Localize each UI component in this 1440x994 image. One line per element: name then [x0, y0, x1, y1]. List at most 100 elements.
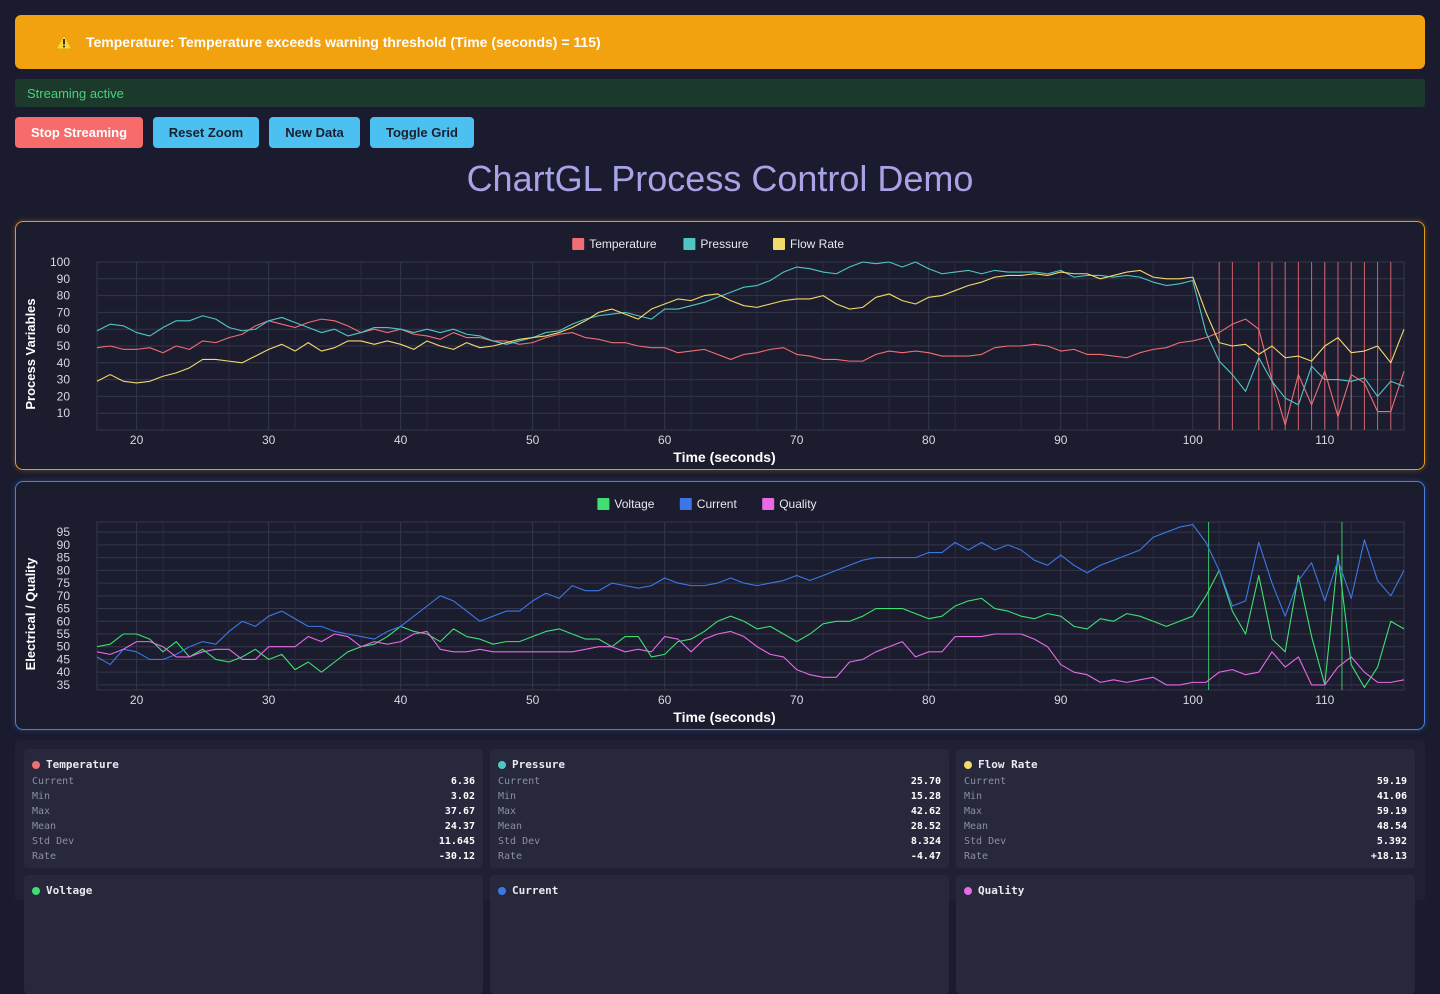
- stat-card-title: Quality: [964, 884, 1024, 897]
- stat-key: Current: [964, 776, 1007, 787]
- stat-key: Rate: [964, 851, 989, 862]
- process-variables-chart-panel[interactable]: 20 30 40 50 60 70 80 90 100 110 10 20 30 40 50 60 70 80 90…: [15, 221, 1425, 470]
- legend-swatch-quality: [762, 498, 775, 510]
- stat-value: 11.645: [438, 836, 475, 847]
- x-tick-label: 110: [1315, 433, 1334, 447]
- electrical-quality-chart-panel[interactable]: 20 30 40 50 60 70 80 90 100 110 35 40 45 50 55 60 65 70 75…: [15, 481, 1425, 730]
- stat-row: Max 37.67: [32, 806, 475, 821]
- y-tick-label: 85: [57, 551, 71, 565]
- x-tick-label: 50: [526, 433, 540, 447]
- streaming-status: Streaming active: [15, 79, 1425, 107]
- stat-value: 41.06: [1376, 791, 1407, 802]
- page-title: ChartGL Process Control Demo: [466, 158, 974, 199]
- x-tick-label: 40: [394, 693, 408, 707]
- legend-label-pressure: Pressure: [700, 237, 748, 251]
- y-tick-label: 35: [57, 678, 71, 692]
- x-tick-label: 100: [1183, 693, 1203, 707]
- x-tick-label: 80: [922, 693, 936, 707]
- statistics-panel: Temperature Current 6.36 Min 3.02 Max 37.67 Mea…: [15, 740, 1425, 994]
- stat-card-name: Temperature: [46, 758, 119, 771]
- y-tick-label: 100: [50, 255, 70, 269]
- stat-row: Current 59.19: [964, 776, 1407, 791]
- series-color-dot: [964, 760, 972, 769]
- y-axis-label: Process Variables: [23, 298, 38, 409]
- stat-value: 59.19: [1376, 776, 1407, 787]
- stat-card-title: Pressure: [498, 758, 565, 771]
- process-variables-chart[interactable]: 20 30 40 50 60 70 80 90 100 110 10 20 30 40 50 60 70 80 90…: [16, 222, 1425, 470]
- electrical-quality-chart[interactable]: 20 30 40 50 60 70 80 90 100 110354045505560657075…: [16, 482, 1425, 730]
- x-tick-label: 30: [262, 693, 276, 707]
- stat-card-quality: Quality: [956, 875, 1415, 994]
- toggle-grid-button[interactable]: Toggle Grid: [370, 117, 474, 148]
- stat-value: 25.70: [910, 776, 941, 787]
- series-color-dot: [32, 760, 40, 769]
- stat-card-pressure: Pressure Current 25.70 Min 15.28 Max 42.62 Mean…: [490, 749, 949, 868]
- stat-key: Current: [498, 776, 541, 787]
- stat-key: Mean: [32, 821, 57, 832]
- legend-swatch-temperature: [572, 238, 585, 250]
- legend-label-quality: Quality: [779, 497, 816, 511]
- y-tick-label: 40: [57, 665, 71, 679]
- stat-card-current: Current: [490, 875, 949, 994]
- x-tick-label: 20: [130, 433, 144, 447]
- y-tick-label: 60: [57, 614, 71, 628]
- y-tick-label: 70: [57, 305, 71, 319]
- stat-row: Std Dev 11.645: [32, 836, 475, 851]
- stat-key: Current: [32, 776, 75, 787]
- stat-row: Std Dev 8.324: [498, 836, 941, 851]
- chart-grid: [96, 521, 1405, 691]
- stat-value: -30.12: [438, 851, 475, 862]
- stat-key: Mean: [964, 821, 989, 832]
- new-data-button[interactable]: New Data: [269, 117, 360, 148]
- y-tick-label: 80: [57, 563, 71, 577]
- stat-card-name: Quality: [978, 884, 1025, 897]
- series-color-dot: [498, 760, 506, 769]
- y-tick-label: 40: [57, 356, 71, 370]
- stat-key: Min: [32, 791, 51, 802]
- stat-value: 37.67: [444, 806, 475, 817]
- streaming-status-text: Streaming active: [27, 85, 124, 101]
- y-tick-label: 70: [57, 589, 71, 603]
- stat-key: Max: [32, 806, 51, 817]
- series-color-dot: [964, 886, 972, 895]
- stat-value: 28.52: [910, 821, 941, 832]
- stat-card-title: Current: [498, 884, 558, 897]
- warning-icon: [55, 34, 73, 50]
- legend-label-current: Current: [697, 497, 738, 511]
- stat-value: 24.37: [444, 821, 475, 832]
- x-tick-label: 90: [1054, 433, 1068, 447]
- legend-label-flow-rate: Flow Rate: [790, 237, 844, 251]
- series-line-quality: [96, 630, 1405, 686]
- y-axis-label: Electrical / Quality: [23, 557, 38, 670]
- stat-card-name: Current: [512, 884, 559, 897]
- stat-card-voltage: Voltage: [24, 875, 483, 994]
- series-line-pressure: [96, 261, 1405, 406]
- stat-card-flow-rate: Flow Rate Current 59.19 Min 41.06 Max 59.19 Mea…: [956, 749, 1415, 868]
- stat-key: Rate: [498, 851, 523, 862]
- y-tick-label: 45: [57, 652, 71, 666]
- stat-value: 5.392: [1376, 836, 1407, 847]
- alert-message: Temperature: Temperature exceeds warning…: [86, 34, 601, 50]
- stat-card-temperature: Temperature Current 6.36 Min 3.02 Max 37.67 Mea…: [24, 749, 483, 868]
- stat-value: 6.36: [450, 776, 475, 787]
- legend-swatch-voltage: [597, 498, 610, 510]
- series-line-current: [96, 523, 1405, 666]
- x-tick-label: 70: [790, 433, 804, 447]
- x-tick-label: 20: [130, 693, 144, 707]
- stat-card-title: Flow Rate: [964, 758, 1038, 771]
- stat-row: Max 59.19: [964, 806, 1407, 821]
- stat-card-name: Pressure: [512, 758, 565, 771]
- stat-key: Std Dev: [964, 836, 1007, 847]
- y-tick-label: 20: [57, 389, 71, 403]
- stat-row: Rate -4.47: [498, 851, 941, 866]
- x-axis-label: Time (seconds): [673, 709, 775, 725]
- stat-value: 3.02: [450, 791, 475, 802]
- reset-zoom-button[interactable]: Reset Zoom: [153, 117, 259, 148]
- stop-streaming-button[interactable]: Stop Streaming: [15, 117, 143, 148]
- y-tick-label: 55: [57, 627, 71, 641]
- y-tick-label: 75: [57, 576, 71, 590]
- stat-card-name: Voltage: [46, 884, 93, 897]
- stat-key: Max: [498, 806, 517, 817]
- stat-row: Mean 28.52: [498, 821, 941, 836]
- stat-value: 48.54: [1376, 821, 1407, 832]
